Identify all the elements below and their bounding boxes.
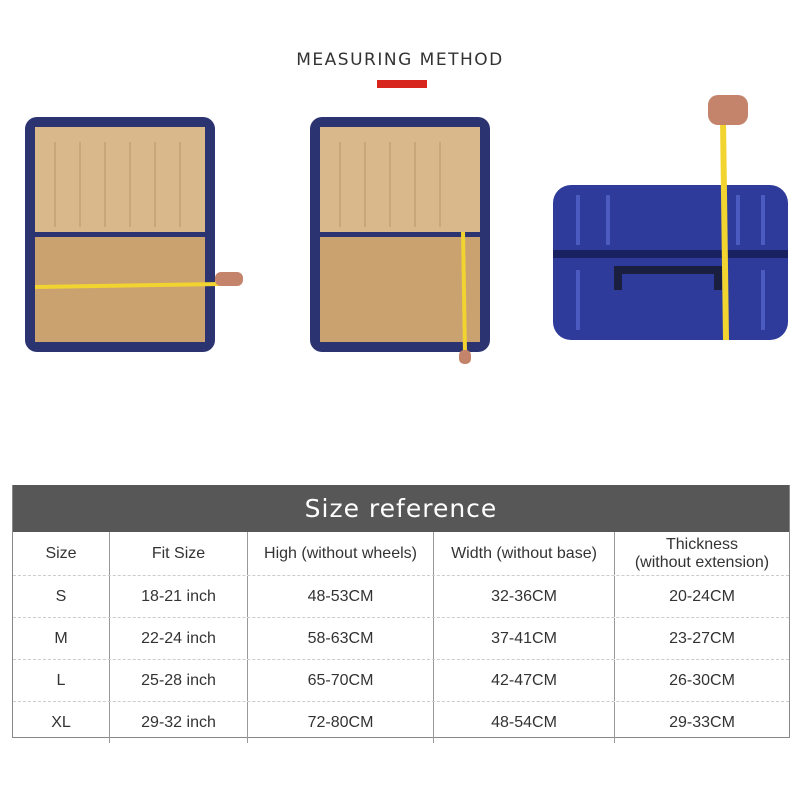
table-header-row: Size Fit Size High (without wheels) Widt… <box>13 532 789 576</box>
width-cell: 48-54CM <box>434 702 615 743</box>
size-reference-table: Size reference Size Fit Size High (witho… <box>12 485 790 743</box>
column-header: Fit Size <box>110 532 248 575</box>
height-cell: 65-70CM <box>248 660 434 701</box>
thickness-cell: 20-24CM <box>669 587 735 605</box>
table-title: Size reference <box>13 485 789 532</box>
size-cell: L <box>13 660 110 701</box>
width-cell: 37-41CM <box>434 618 615 659</box>
open-suitcase-height-measure <box>310 117 490 364</box>
fit-size-cell: 18-21 inch <box>110 576 248 617</box>
table-row: S 18-21 inch 48-53CM 32-36CM 20-24CM <box>13 576 789 618</box>
closed-suitcase-thickness-measure <box>553 95 788 341</box>
fit-size-cell: 25-28 inch <box>110 660 248 701</box>
fit-size-cell: 29-32 inch <box>110 702 248 743</box>
height-cell: 58-63CM <box>248 618 434 659</box>
table-row: L 25-28 inch 65-70CM 42-47CM 26-30CM <box>13 660 789 702</box>
thickness-cell: 23-27CM <box>669 629 735 647</box>
column-header: High (without wheels) <box>248 532 434 575</box>
thickness-cell: 26-30CM <box>669 671 735 689</box>
size-cell: S <box>13 576 110 617</box>
width-cell: 42-47CM <box>434 660 615 701</box>
height-cell: 72-80CM <box>248 702 434 743</box>
table-row: XL 29-32 inch 72-80CM 48-54CM 29-33CM <box>13 702 789 743</box>
size-cell: M <box>13 618 110 659</box>
thickness-cell: 29-33CM <box>669 713 735 731</box>
column-header: Thickness (without extension) <box>634 535 770 571</box>
column-header: Width (without base) <box>434 532 615 575</box>
title-underline <box>377 80 427 88</box>
height-cell: 48-53CM <box>248 576 434 617</box>
fit-size-cell: 22-24 inch <box>110 618 248 659</box>
page-title: MEASURING METHOD <box>296 50 504 70</box>
open-suitcase-width-measure <box>25 117 243 352</box>
width-cell: 32-36CM <box>434 576 615 617</box>
column-header: Size <box>13 532 110 575</box>
size-cell: XL <box>13 702 110 743</box>
table-row: M 22-24 inch 58-63CM 37-41CM 23-27CM <box>13 618 789 660</box>
